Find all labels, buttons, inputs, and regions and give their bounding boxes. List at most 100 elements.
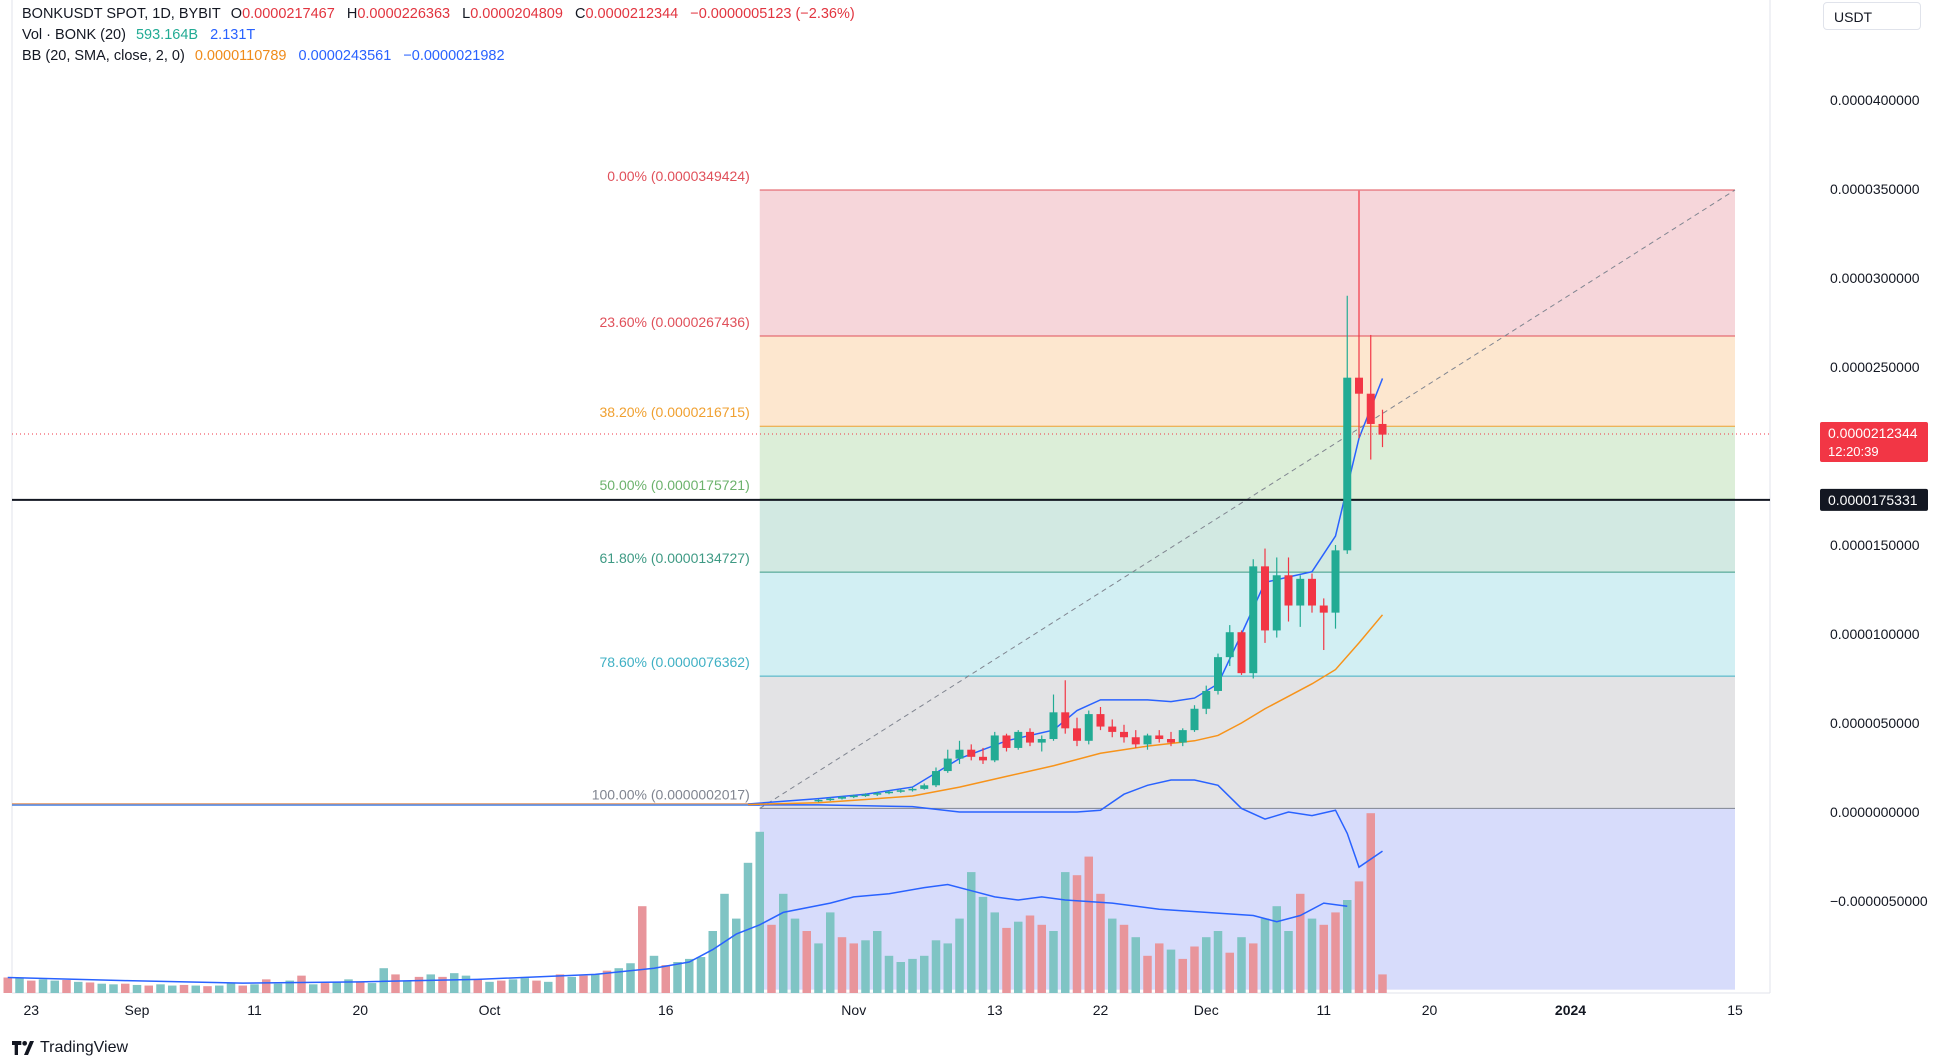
volume-bar [367, 983, 377, 993]
price-tick-label: 0.0000250000 [1830, 359, 1920, 375]
horizontal-line-label: 0.0000175331 [1828, 492, 1918, 508]
candle-body [1190, 708, 1199, 731]
volume-bar [1354, 881, 1364, 993]
volume-bar [1084, 856, 1093, 993]
price-tick-label: −0.0000050000 [1830, 893, 1928, 909]
volume-bar [1061, 872, 1070, 993]
candle-body [1355, 377, 1363, 394]
volume-bar [837, 937, 847, 993]
change-value: −0.0000005123 (−2.36%) [690, 6, 855, 22]
candle-body [1155, 735, 1164, 740]
volume-bar [767, 924, 776, 993]
candle-body [1108, 726, 1117, 732]
volume-bar [285, 980, 294, 993]
last-price-tag [1820, 422, 1928, 463]
currency-selector[interactable]: USDT [1823, 2, 1921, 30]
volume-bar [1108, 918, 1117, 993]
volume-bars [3, 813, 1387, 993]
symbol-label[interactable]: BONKUSDT SPOT, 1D, BYBIT [22, 6, 221, 22]
volume-bar [144, 985, 153, 993]
horizontal-line-tag [1820, 488, 1928, 511]
volume-bar [579, 975, 588, 993]
fib-zone [759, 426, 1735, 500]
volume-bar [638, 906, 647, 993]
price-axis[interactable]: 0.0000400000 0.0000350000 0.0000300000 0.00… [1820, 92, 1928, 909]
bb-label[interactable]: BB (20, SMA, close, 2, 0) [22, 48, 185, 64]
volume-bar [1190, 946, 1199, 993]
candle-body [943, 758, 952, 772]
volume-bar [203, 986, 212, 993]
fib-zone [759, 335, 1735, 427]
volume-bar [1166, 949, 1176, 993]
volume-bar [673, 962, 682, 993]
candle-body [1014, 731, 1023, 748]
volume-bar [955, 918, 964, 993]
candle-body [1037, 739, 1046, 743]
candle-body [1272, 575, 1281, 631]
volume-bar [908, 958, 917, 993]
time-axis[interactable]: 23 Sep 11 20 Oct 16 Nov 13 22 Dec 11 20 2024 15 [23, 1002, 1743, 1018]
volume-bar [591, 974, 600, 993]
volume-bar [262, 979, 271, 993]
volume-bar [450, 973, 459, 993]
volume-value: 593.164B [135, 27, 199, 43]
volume-bar [508, 979, 518, 993]
volume-bar [238, 985, 247, 993]
volume-bar [884, 955, 894, 993]
time-tick-label: 16 [658, 1002, 674, 1018]
volume-ma-value: 2.131T [210, 27, 256, 43]
candle-body [885, 791, 893, 794]
volume-bar [1307, 918, 1317, 993]
candle-body [1120, 731, 1128, 738]
volume-bar [74, 981, 83, 993]
volume-bar [1155, 943, 1164, 993]
volume-bar [250, 984, 259, 993]
volume-bar [15, 978, 24, 993]
volume-bar [426, 974, 435, 993]
volume-bar [1225, 952, 1234, 993]
last-price-label: 0.0000212344 [1828, 425, 1918, 441]
candle-body [1261, 566, 1269, 631]
legend-bb-row[interactable]: BB (20, SMA, close, 2, 0) 0.0000110789 0… [22, 46, 863, 67]
price-tick-label: 0.0000400000 [1830, 92, 1920, 108]
volume-bar [1249, 943, 1258, 993]
time-tick-label: 23 [23, 1002, 39, 1018]
price-tick-label: 0.0000300000 [1830, 270, 1920, 286]
volume-bar [720, 893, 729, 993]
fib-retracement: 0.00% (0.0000349424) 23.60% (0.0000267436… [592, 168, 1736, 990]
legend-volume-row[interactable]: Vol · BONK (20) 593.164B 2.131T [22, 25, 863, 46]
volume-bar [661, 965, 670, 993]
volume-bar [1260, 918, 1270, 993]
volume-bar [62, 979, 71, 993]
low-key: L [462, 6, 471, 22]
volume-bar [755, 831, 764, 993]
legend-ohlc-row[interactable]: BONKUSDT SPOT, 1D, BYBIT O0.0000217467 H… [22, 4, 863, 25]
bb-lower-line [748, 779, 1383, 869]
volume-bar [356, 981, 365, 993]
bb-upper-value: 0.0000243561 [298, 48, 392, 64]
volume-bar [920, 955, 929, 993]
volume-bar [485, 981, 494, 993]
candle-body [1378, 423, 1387, 435]
volume-label[interactable]: Vol · BONK (20) [22, 27, 126, 43]
price-tick-label: 0.0000350000 [1830, 181, 1920, 197]
time-tick-label: Nov [841, 1002, 866, 1018]
volume-bar [1143, 955, 1152, 993]
tradingview-brand[interactable]: TradingView [12, 1036, 128, 1060]
volume-bar [626, 963, 635, 993]
volume-bar [943, 943, 952, 993]
tradingview-logo-icon [12, 1041, 34, 1055]
volume-bar [1319, 924, 1328, 993]
candle-body [1225, 632, 1234, 658]
volume-bar [849, 943, 858, 993]
volume-bar [109, 984, 118, 993]
high-key: H [346, 6, 358, 22]
candle-body [1214, 657, 1222, 691]
volume-bar [978, 896, 988, 993]
volume-bar [1378, 974, 1387, 993]
time-tick-label: 11 [247, 1002, 262, 1018]
low-value: 0.0000204809 [470, 6, 563, 22]
candle-body [1178, 730, 1187, 743]
volume-bar [1014, 921, 1023, 993]
